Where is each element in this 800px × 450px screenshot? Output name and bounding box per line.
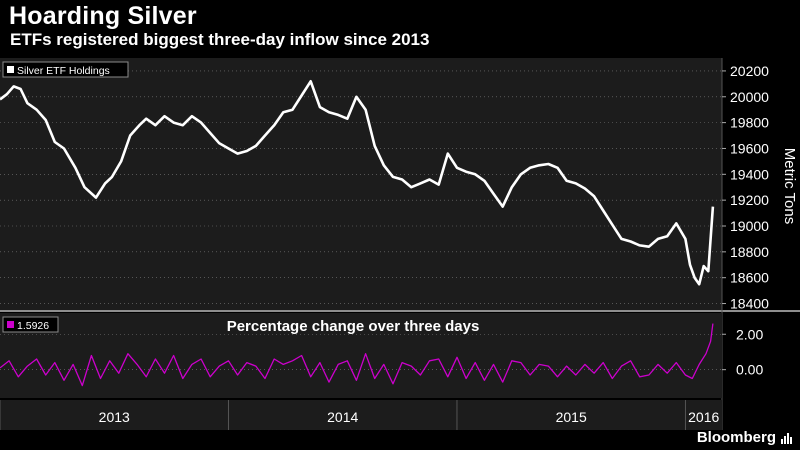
holdings-tick-label: 19800 [730,115,769,131]
time-axis: 2013 2014 2015 2016 [0,400,722,430]
holdings-legend-box [2,61,129,78]
change-panel-bg [0,313,722,398]
year-label: 2013 [99,409,130,425]
change-legend-box [2,316,59,333]
year-label: 2014 [327,409,358,425]
change-panel: 0.00 2.00 Percentage change over three day… [0,313,763,398]
time-axis-bg [0,400,722,430]
year-label: 2016 [688,409,719,425]
holdings-tick-label: 18400 [730,296,769,312]
holdings-tick-label: 19000 [730,218,769,234]
year-label: 2015 [556,409,587,425]
change-tick-label: 0.00 [736,362,763,378]
bloomberg-brand: Bloomberg [696,429,776,446]
holdings-tick-label: 18800 [730,244,769,260]
holdings-tick-label: 19200 [730,192,769,208]
chart-subtitle: ETFs registered biggest three-day inflow… [10,30,430,49]
holdings-tick-label: 19600 [730,140,769,156]
holdings-legend-swatch [7,66,14,73]
change-legend-swatch [7,321,14,328]
holdings-y-axis-label: Metric Tons [781,148,798,224]
change-panel-title: Percentage change over three days [227,318,480,335]
holdings-legend-label: Silver ETF Holdings [17,65,110,77]
holdings-tick-label: 20000 [730,89,769,105]
holdings-tick-label: 20200 [730,63,769,79]
holdings-panel: 18400 18600 18800 19000 19200 19400 19600 19800… [0,58,800,430]
holdings-tick-label: 18600 [730,270,769,286]
holdings-panel-bg [0,58,722,310]
bar-chart-icon [781,433,792,444]
chart-title: Hoarding Silver [9,2,197,30]
change-tick-label: 2.00 [736,326,763,342]
change-legend-label: 1.5926 [17,320,49,332]
holdings-tick-label: 19400 [730,166,769,182]
